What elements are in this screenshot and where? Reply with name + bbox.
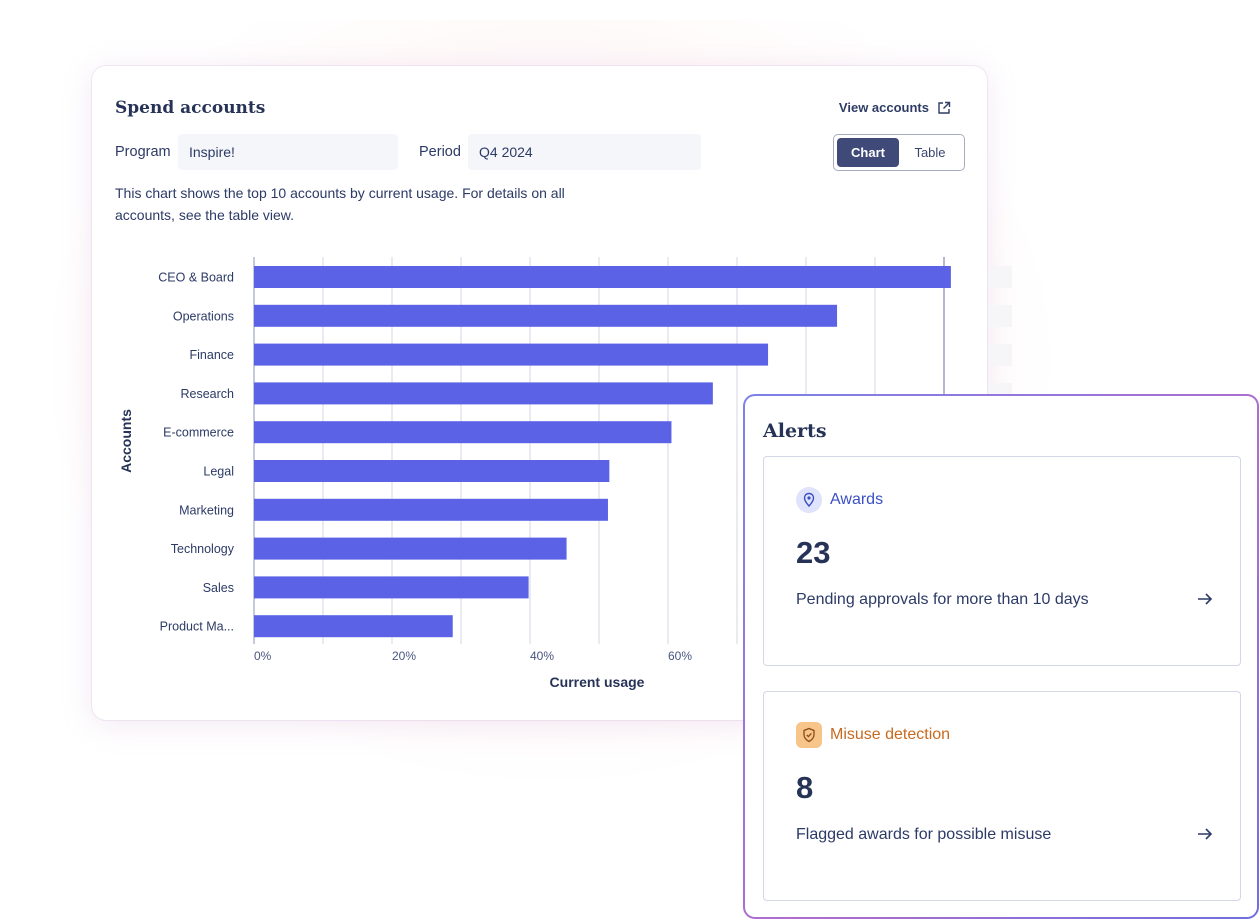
background-row	[988, 305, 1012, 327]
y-tick-label: Marketing	[179, 503, 234, 517]
awards-alert-card[interactable]: Awards 23 Pending approvals for more tha…	[763, 456, 1241, 666]
alert-category: Misuse detection	[830, 726, 951, 743]
chart-bar	[254, 266, 951, 288]
x-axis-label: Current usage	[550, 674, 645, 690]
alert-header: Misuse detection	[796, 722, 950, 748]
program-label: Program	[115, 144, 171, 160]
period-label: Period	[419, 144, 461, 160]
chart-bar	[254, 537, 567, 560]
x-tick-label: 0%	[254, 649, 272, 663]
chart-bar	[254, 382, 713, 405]
chart-bar	[254, 460, 610, 482]
card-title: Spend accounts	[115, 98, 266, 118]
alert-text: Pending approvals for more than 10 days	[796, 591, 1089, 608]
arrow-right-icon[interactable]	[1196, 590, 1214, 608]
chart-bar	[254, 498, 608, 521]
y-tick-label: Research	[181, 387, 235, 401]
alert-count: 8	[796, 770, 814, 805]
y-tick-label: Finance	[190, 348, 235, 362]
view-accounts-label: View accounts	[838, 100, 929, 115]
period-select[interactable]: Q4 2024	[468, 134, 701, 170]
usage-bar-chart: CEO & Board Operations Finance Research E-co…	[118, 257, 951, 690]
background-row	[988, 266, 1012, 288]
y-tick-label: Sales	[203, 581, 234, 595]
y-tick-label: CEO & Board	[158, 271, 234, 285]
alert-category: Awards	[830, 491, 884, 508]
shield-icon	[796, 722, 822, 748]
x-tick-label: 40%	[530, 649, 554, 663]
alert-header: Awards	[796, 487, 883, 513]
alert-text: Flagged awards for possible misuse	[796, 826, 1052, 843]
y-axis-label: Accounts	[118, 409, 134, 473]
alerts-panel: Alerts Awards 23 Pending approvals for m…	[743, 394, 1259, 919]
y-tick-label: Operations	[173, 309, 234, 323]
chart-bar	[254, 304, 838, 327]
y-tick-label: Product Ma...	[160, 620, 234, 634]
x-tick-label: 20%	[392, 649, 416, 663]
x-tick-label: 60%	[668, 649, 692, 663]
background-row	[988, 344, 1012, 366]
program-select[interactable]: Inspire!	[178, 134, 398, 170]
chart-description: This chart shows the top 10 accounts by …	[115, 185, 565, 223]
chart-toggle-button[interactable]: Chart	[837, 138, 899, 167]
chart-bar	[254, 343, 769, 366]
location-pin-icon	[796, 487, 822, 513]
alerts-title: Alerts	[763, 420, 827, 442]
y-tick-label: Technology	[171, 542, 235, 556]
chart-bar	[254, 615, 453, 638]
chart-bar	[254, 421, 672, 444]
table-toggle-button[interactable]: Table	[914, 145, 946, 160]
view-toggle: Chart Table	[833, 134, 965, 171]
chart-bar	[254, 576, 529, 599]
arrow-right-icon[interactable]	[1196, 825, 1214, 843]
misuse-alert-card[interactable]: Misuse detection 8 Flagged awards for po…	[763, 691, 1241, 901]
y-tick-label: Legal	[203, 465, 234, 479]
y-tick-label: E-commerce	[163, 426, 234, 440]
external-link-icon	[938, 101, 951, 114]
view-accounts-link[interactable]: View accounts	[839, 100, 951, 115]
alert-count: 23	[796, 535, 831, 570]
